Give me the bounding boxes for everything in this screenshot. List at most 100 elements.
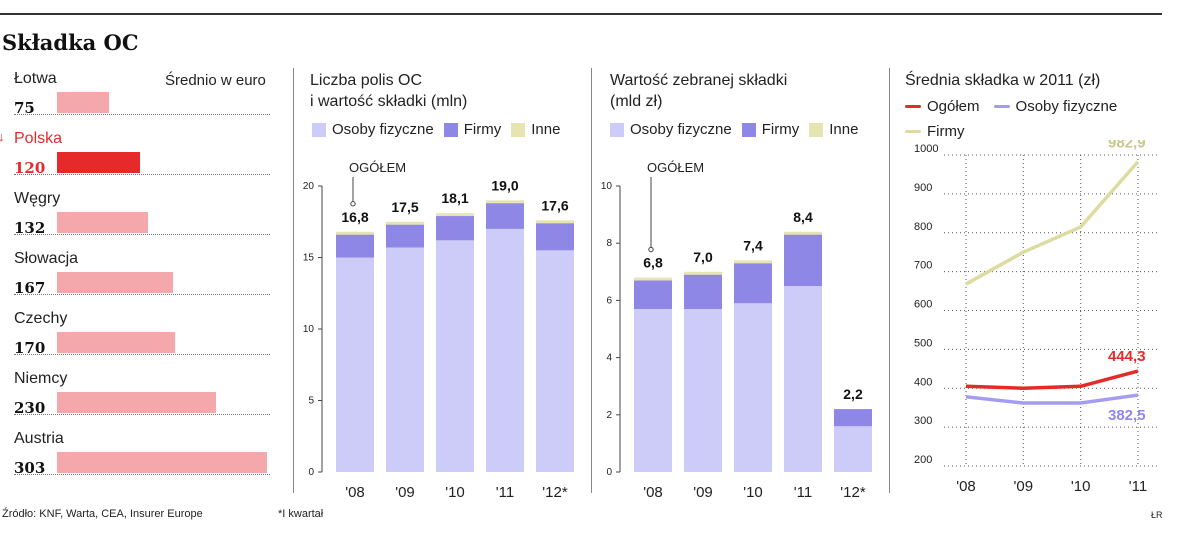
y-tick-label: 10 xyxy=(601,181,613,192)
footnote: *I kwartał xyxy=(278,508,324,520)
series-line xyxy=(965,160,1140,286)
policies-chart: 0 5 10 15 20 16,8 '08 OGÓŁEM 17,5 '09 18,1 '10 19,0 '… xyxy=(303,160,574,501)
bar-total-label: 17,5 xyxy=(391,199,418,215)
country-value: 167 xyxy=(14,279,46,297)
row-divider xyxy=(14,294,270,295)
bar-segment xyxy=(536,250,574,472)
x-tick-label: '12* xyxy=(542,484,568,501)
row-divider xyxy=(14,174,270,175)
bar-segment xyxy=(634,277,672,281)
country-bar xyxy=(57,332,175,353)
divider xyxy=(889,68,890,493)
premium-legend: Osoby fizyczne Firmy Inne xyxy=(610,121,868,138)
divider xyxy=(293,68,294,493)
y-tick-label: 2 xyxy=(606,410,612,421)
bar-segment xyxy=(834,426,872,472)
bar-segment xyxy=(784,286,822,472)
country-bar xyxy=(57,392,216,413)
legend-inne: Inne xyxy=(531,121,561,138)
x-tick-label: '08 xyxy=(956,478,976,495)
series-line xyxy=(965,393,1139,405)
x-tick-label: '11 xyxy=(496,484,514,501)
bar-segment xyxy=(436,240,474,472)
bar-total-label: 18,1 xyxy=(441,190,468,206)
annotation-dot xyxy=(350,201,356,207)
bar-segment xyxy=(486,203,524,229)
bar-segment xyxy=(386,247,424,472)
country-name: Niemcy xyxy=(14,370,68,387)
bar-segment xyxy=(386,224,424,248)
bar-total-label: 16,8 xyxy=(341,209,368,225)
source-note: Źródło: KNF, Warta, CEA, Insurer Europe xyxy=(2,508,203,520)
legend-osoby: Osoby fizyczne xyxy=(630,121,732,138)
y-tick-label: 6 xyxy=(606,295,612,306)
bar-segment xyxy=(336,257,374,472)
country-name: Słowacja xyxy=(14,250,79,267)
bar-segment xyxy=(784,231,822,235)
average-legend-row1: Ogółem Osoby fizyczne xyxy=(905,98,1117,115)
country-value: 120 xyxy=(14,159,46,177)
legend-line-firmy xyxy=(905,130,921,133)
country-name: Polska xyxy=(14,130,63,147)
row-divider xyxy=(14,114,270,115)
country-value: 170 xyxy=(14,339,46,357)
y-tick-label: 600 xyxy=(914,299,932,311)
y-tick-label: 20 xyxy=(303,181,315,192)
x-tick-label: '10 xyxy=(743,484,763,501)
series-end-label: 982,9 xyxy=(1108,140,1146,152)
credit: ŁR xyxy=(1151,510,1163,520)
policies-legend: Osoby fizyczne Firmy Inne xyxy=(312,121,570,138)
bar-segment xyxy=(536,220,574,224)
average-chart: 200 300 400 500 600 700 800 900 1000 '08 '09 '10 '11… xyxy=(914,140,1158,495)
y-tick-label: 0 xyxy=(606,467,612,478)
premium-title: Wartość zebranej składki (mld zł) xyxy=(610,70,787,112)
divider xyxy=(591,68,592,493)
series-end-label: 444,3 xyxy=(1108,348,1146,365)
y-tick-label: 800 xyxy=(914,221,932,233)
country-bar xyxy=(57,92,109,113)
legend-swatch-firmy xyxy=(741,122,756,137)
policies-title-line1: Liczba polis OC xyxy=(310,72,423,89)
y-tick-label: 10 xyxy=(303,324,315,335)
row-divider xyxy=(14,354,270,355)
y-tick-label: 400 xyxy=(914,376,932,388)
x-tick-label: '08 xyxy=(643,484,663,501)
policies-title-line2: i wartość składki (mln) xyxy=(310,93,468,110)
legend-osoby: Osoby fizyczne xyxy=(332,121,434,138)
country-bar xyxy=(57,152,140,173)
policies-title: Liczba polis OC i wartość składki (mln) xyxy=(310,70,467,112)
bar-segment xyxy=(336,234,374,258)
legend-firmy: Firmy xyxy=(463,121,502,138)
y-tick-label: 200 xyxy=(914,454,932,466)
y-tick-label: 300 xyxy=(914,415,932,427)
row-divider xyxy=(14,234,270,235)
legend-swatch-inne xyxy=(511,122,526,137)
top-rule xyxy=(0,13,1162,15)
bar-segment xyxy=(386,221,424,225)
average-legend-row2: Firmy xyxy=(905,123,965,140)
legend-inne: Inne xyxy=(829,121,859,138)
x-tick-label: '11 xyxy=(1129,478,1147,495)
bar-total-label: 8,4 xyxy=(793,209,813,225)
bar-segment xyxy=(436,216,474,241)
y-tick-label: 15 xyxy=(303,253,315,264)
bar-total-label: 19,0 xyxy=(491,177,518,193)
bar-segment xyxy=(436,213,474,217)
y-tick-label: 500 xyxy=(914,337,932,349)
bar-segment xyxy=(336,231,374,235)
country-bar xyxy=(57,212,148,233)
country-name: Czechy xyxy=(14,310,68,327)
series-line xyxy=(965,369,1139,390)
x-tick-label: '09 xyxy=(1014,478,1034,495)
legend-osoby-line: Osoby fizyczne xyxy=(1015,98,1118,115)
highlight-marker-icon: ↓ xyxy=(0,129,5,144)
bar-segment xyxy=(486,200,524,204)
y-tick-label: 0 xyxy=(308,467,314,478)
bar-total-label: 17,6 xyxy=(541,197,568,213)
bar-segment xyxy=(734,263,772,304)
x-tick-label: '09 xyxy=(395,484,415,501)
country-value: 230 xyxy=(14,399,46,417)
y-tick-label: 900 xyxy=(914,182,932,194)
annotation-label: OGÓŁEM xyxy=(647,160,704,175)
x-tick-label: '11 xyxy=(794,484,812,501)
